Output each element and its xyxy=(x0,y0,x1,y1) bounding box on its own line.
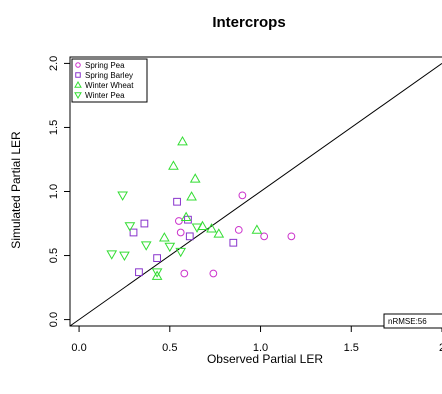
x-tick-label: 1.0 xyxy=(253,342,268,354)
point-winter-pea xyxy=(117,191,128,201)
legend-marker-spring-barley xyxy=(75,72,81,78)
point-spring-pea xyxy=(238,191,247,200)
point-spring-barley xyxy=(173,197,181,206)
point-winter-wheat xyxy=(151,270,163,280)
legend-marker-winter-pea xyxy=(74,92,82,100)
legend-label-winter-wheat: Winter Wheat xyxy=(85,81,134,90)
legend-label-winter-pea: Winter Pea xyxy=(85,91,125,100)
x-axis-label: Observed Partial LER xyxy=(207,352,323,366)
point-winter-wheat xyxy=(189,173,201,183)
x-tick-label: 0.5 xyxy=(162,342,177,354)
point-spring-barley xyxy=(140,219,149,228)
point-spring-pea xyxy=(209,269,218,278)
x-tick-label: 2 xyxy=(439,342,442,354)
y-tick-label: 0.5 xyxy=(48,248,60,263)
point-winter-wheat xyxy=(177,136,188,146)
legend-marker-spring-pea xyxy=(75,62,81,68)
point-winter-pea xyxy=(119,251,130,262)
point-winter-wheat xyxy=(213,228,225,238)
y-tick-label: 1.5 xyxy=(48,120,60,135)
point-winter-pea xyxy=(175,247,187,258)
y-tick-label: 2.0 xyxy=(48,56,60,71)
point-spring-pea xyxy=(180,269,189,278)
points-layer xyxy=(106,136,296,280)
point-spring-pea xyxy=(234,226,243,234)
legend-label-spring-pea: Spring Pea xyxy=(85,61,125,70)
point-spring-barley xyxy=(185,232,194,241)
y-axis-label: Simulated Partial LER xyxy=(9,131,23,249)
y-tick-label: 1.0 xyxy=(48,184,60,199)
rmse-annotation: nRMSE:56 xyxy=(383,313,442,329)
x-tick-label: 0.0 xyxy=(71,342,86,354)
point-winter-wheat xyxy=(251,224,263,234)
axes: 0.0 0.5 1.0 1.5 2 0.0 0.5 1.0 1.5 2.0 xyxy=(48,56,442,354)
point-winter-wheat xyxy=(158,232,170,242)
point-winter-wheat xyxy=(186,191,197,201)
legend-marker-winter-wheat xyxy=(74,80,82,88)
point-spring-pea xyxy=(287,232,296,241)
x-tick-label: 1.5 xyxy=(344,342,359,354)
point-spring-barley xyxy=(229,238,238,247)
rmse-label: nRMSE:56 xyxy=(388,317,427,326)
point-winter-pea xyxy=(106,250,118,260)
y-tick-label: 0.0 xyxy=(48,312,60,327)
rmse-box xyxy=(383,313,442,329)
point-winter-wheat xyxy=(180,211,192,221)
point-spring-barley xyxy=(153,254,161,262)
point-winter-pea xyxy=(164,242,176,253)
chart-title: Intercrops xyxy=(212,14,285,31)
point-winter-pea xyxy=(140,241,152,251)
point-spring-pea xyxy=(176,228,185,237)
point-winter-pea xyxy=(124,222,136,232)
point-spring-barley xyxy=(129,228,138,237)
reference-line xyxy=(69,62,442,327)
legend-box xyxy=(71,58,148,103)
point-spring-barley xyxy=(135,268,143,277)
point-winter-pea xyxy=(191,223,203,233)
point-winter-pea xyxy=(151,268,163,278)
point-winter-wheat xyxy=(168,160,179,170)
point-winter-wheat xyxy=(206,223,217,233)
legend-label-spring-barley: Spring Barley xyxy=(85,71,133,80)
point-spring-pea xyxy=(260,232,269,241)
